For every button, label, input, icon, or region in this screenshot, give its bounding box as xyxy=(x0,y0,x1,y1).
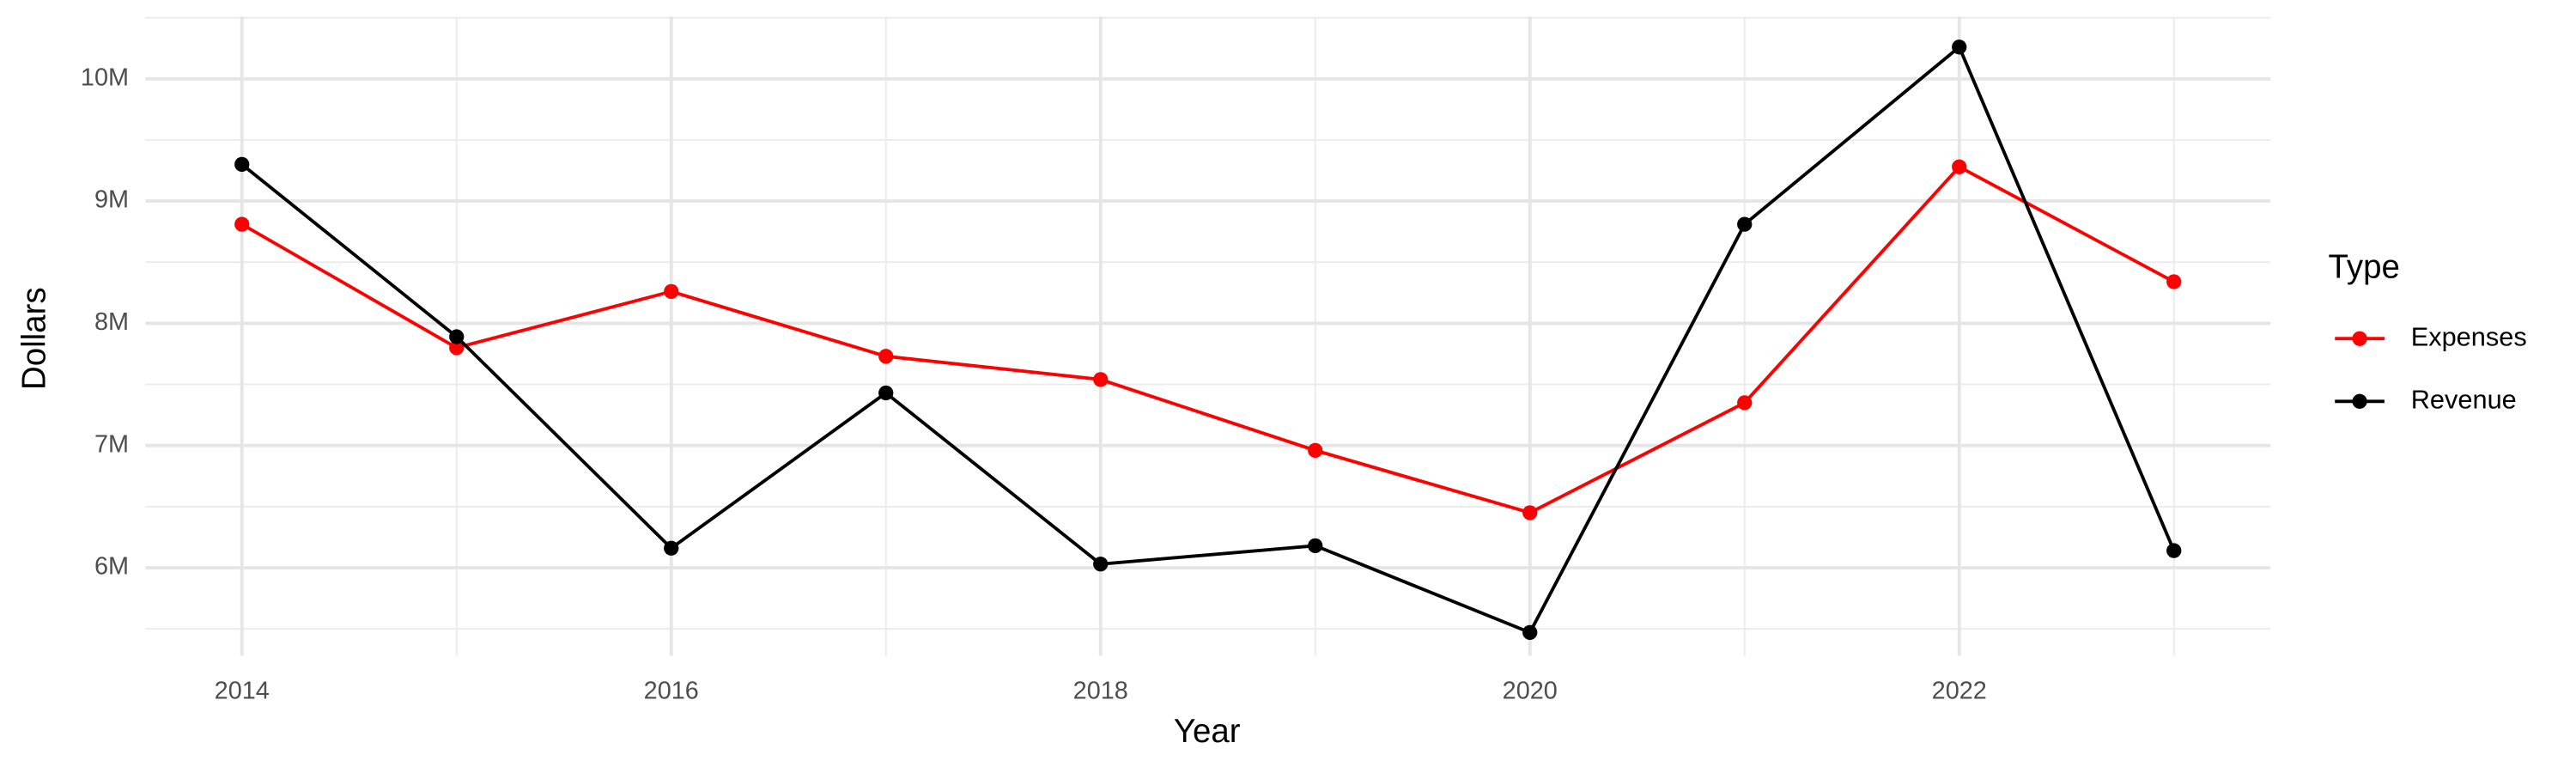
y-tick-label: 8M xyxy=(94,308,129,336)
grid xyxy=(145,16,2271,656)
y-tick-label: 6M xyxy=(94,553,129,581)
data-point xyxy=(1308,538,1323,554)
data-point xyxy=(449,329,465,344)
data-point xyxy=(1093,372,1109,387)
series-line xyxy=(240,44,2176,635)
data-point xyxy=(1952,159,1967,174)
x-axis-title: Year xyxy=(1174,713,1241,750)
x-tick-label: 2018 xyxy=(1073,677,1128,704)
series-line xyxy=(240,164,2175,515)
data-point xyxy=(2166,274,2182,289)
data-point xyxy=(664,283,679,300)
data-point xyxy=(1308,442,1323,459)
data-point xyxy=(234,216,250,232)
y-tick-label: 10M xyxy=(81,64,129,91)
data-point xyxy=(878,349,894,364)
y-axis-title: Dollars xyxy=(15,287,52,390)
legend: Expenses Revenue xyxy=(2335,321,2527,414)
y-tick-label: 9M xyxy=(94,186,129,214)
data-point xyxy=(1093,557,1109,572)
data-point xyxy=(1737,216,1753,232)
data-point xyxy=(878,385,894,401)
data-point xyxy=(664,540,679,556)
x-tick-label: 2022 xyxy=(1932,677,1987,704)
data-point xyxy=(1522,505,1538,520)
y-tick-label: 7M xyxy=(94,430,129,458)
data-point xyxy=(2166,543,2182,558)
legend-key-point xyxy=(2352,331,2367,346)
x-tick-label: 2014 xyxy=(215,677,270,704)
legend-title: Type xyxy=(2329,249,2400,286)
data-point xyxy=(234,156,250,173)
x-tick-label: 2020 xyxy=(1503,677,1558,704)
data-point xyxy=(449,340,465,356)
legend-label: Revenue xyxy=(2411,384,2517,414)
data-point xyxy=(1522,624,1538,641)
x-tick-label: 2016 xyxy=(644,677,699,704)
legend-key-point xyxy=(2352,393,2367,409)
data-point xyxy=(1952,40,1967,55)
plot xyxy=(234,40,2182,641)
legend-label: Expenses xyxy=(2411,321,2527,351)
data-point xyxy=(1737,395,1753,411)
